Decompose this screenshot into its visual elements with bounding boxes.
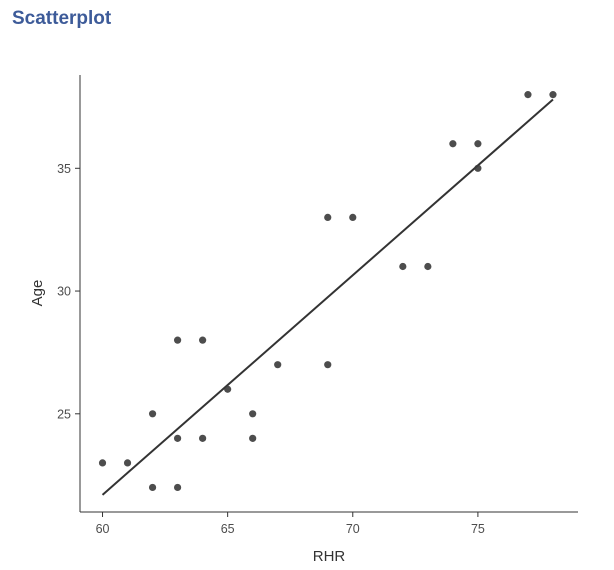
x-axis: 60 65 70 75 bbox=[80, 511, 578, 536]
data-point bbox=[148, 483, 157, 492]
data-point bbox=[199, 336, 207, 344]
data-point bbox=[199, 434, 207, 442]
data-point bbox=[399, 262, 407, 271]
data-point bbox=[524, 91, 532, 99]
data-point bbox=[173, 434, 182, 442]
data-point bbox=[324, 213, 332, 221]
data-point bbox=[349, 213, 357, 221]
data-point bbox=[224, 385, 232, 393]
page-title: Scatterplot bbox=[12, 8, 112, 29]
data-point bbox=[474, 140, 482, 148]
x-tick-label: 60 bbox=[96, 522, 110, 536]
y-ticks: 25 30 35 bbox=[57, 162, 80, 421]
regression-line bbox=[101, 98, 554, 496]
data-point bbox=[173, 483, 182, 492]
data-point bbox=[274, 361, 282, 369]
x-ticks: 60 65 70 75 bbox=[96, 512, 485, 536]
data-point bbox=[449, 140, 457, 148]
data-points bbox=[98, 91, 557, 492]
y-tick-label: 25 bbox=[57, 407, 71, 421]
x-tick-label: 65 bbox=[221, 522, 235, 536]
x-tick-label: 75 bbox=[471, 522, 485, 536]
data-point bbox=[549, 91, 557, 99]
data-point bbox=[424, 262, 432, 271]
y-tick-label: 30 bbox=[57, 285, 71, 299]
y-axis-title: Age bbox=[29, 280, 46, 307]
data-point bbox=[148, 410, 157, 418]
y-tick-label: 35 bbox=[57, 162, 71, 176]
x-tick-label: 70 bbox=[346, 522, 360, 536]
data-point bbox=[98, 459, 107, 467]
data-point bbox=[123, 459, 132, 467]
data-point bbox=[474, 164, 482, 172]
y-axis: 25 30 35 bbox=[57, 75, 81, 512]
data-point bbox=[249, 434, 257, 442]
data-point bbox=[249, 410, 257, 418]
x-axis-title: RHR bbox=[313, 548, 346, 565]
data-point bbox=[324, 361, 332, 369]
data-point bbox=[173, 336, 182, 344]
